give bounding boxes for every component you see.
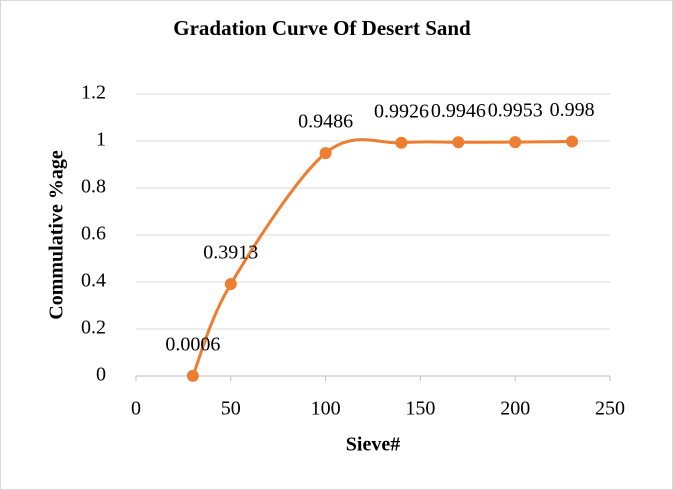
y-tick-label: 0.8 xyxy=(81,176,106,198)
data-label: 0.9926 xyxy=(374,100,429,122)
point xyxy=(186,369,199,382)
data-label: 0.9946 xyxy=(431,100,486,122)
y-tick-label: 1.2 xyxy=(81,82,106,104)
point xyxy=(452,136,465,149)
y-axis-label: Commulative %age xyxy=(46,150,68,320)
point xyxy=(566,135,579,148)
point xyxy=(509,136,522,149)
y-tick-label: 0 xyxy=(96,364,106,386)
y-tick-label: 1 xyxy=(96,129,106,151)
x-tick-label: 250 xyxy=(595,398,625,420)
data-label: 0.0006 xyxy=(165,333,220,355)
y-tick-label: 0.2 xyxy=(81,317,106,339)
x-tick-label: 50 xyxy=(221,398,241,420)
x-tick-label: 150 xyxy=(405,398,435,420)
y-tick-label: 0.6 xyxy=(81,223,106,245)
x-tick-label: 200 xyxy=(500,398,530,420)
x-tick-label: 100 xyxy=(311,398,341,420)
data-label: 0.3913 xyxy=(203,242,258,264)
x-tick-label: 0 xyxy=(131,398,141,420)
point xyxy=(395,136,408,149)
x-axis-label: Sieve# xyxy=(346,434,400,456)
point xyxy=(319,147,332,160)
data-label: 0.9486 xyxy=(298,111,353,133)
data-label: 0.998 xyxy=(550,99,595,121)
point xyxy=(224,278,237,291)
chart-title: Gradation Curve Of Desert Sand xyxy=(173,16,471,40)
y-tick-label: 0.4 xyxy=(81,270,106,292)
data-label: 0.9953 xyxy=(488,100,543,122)
